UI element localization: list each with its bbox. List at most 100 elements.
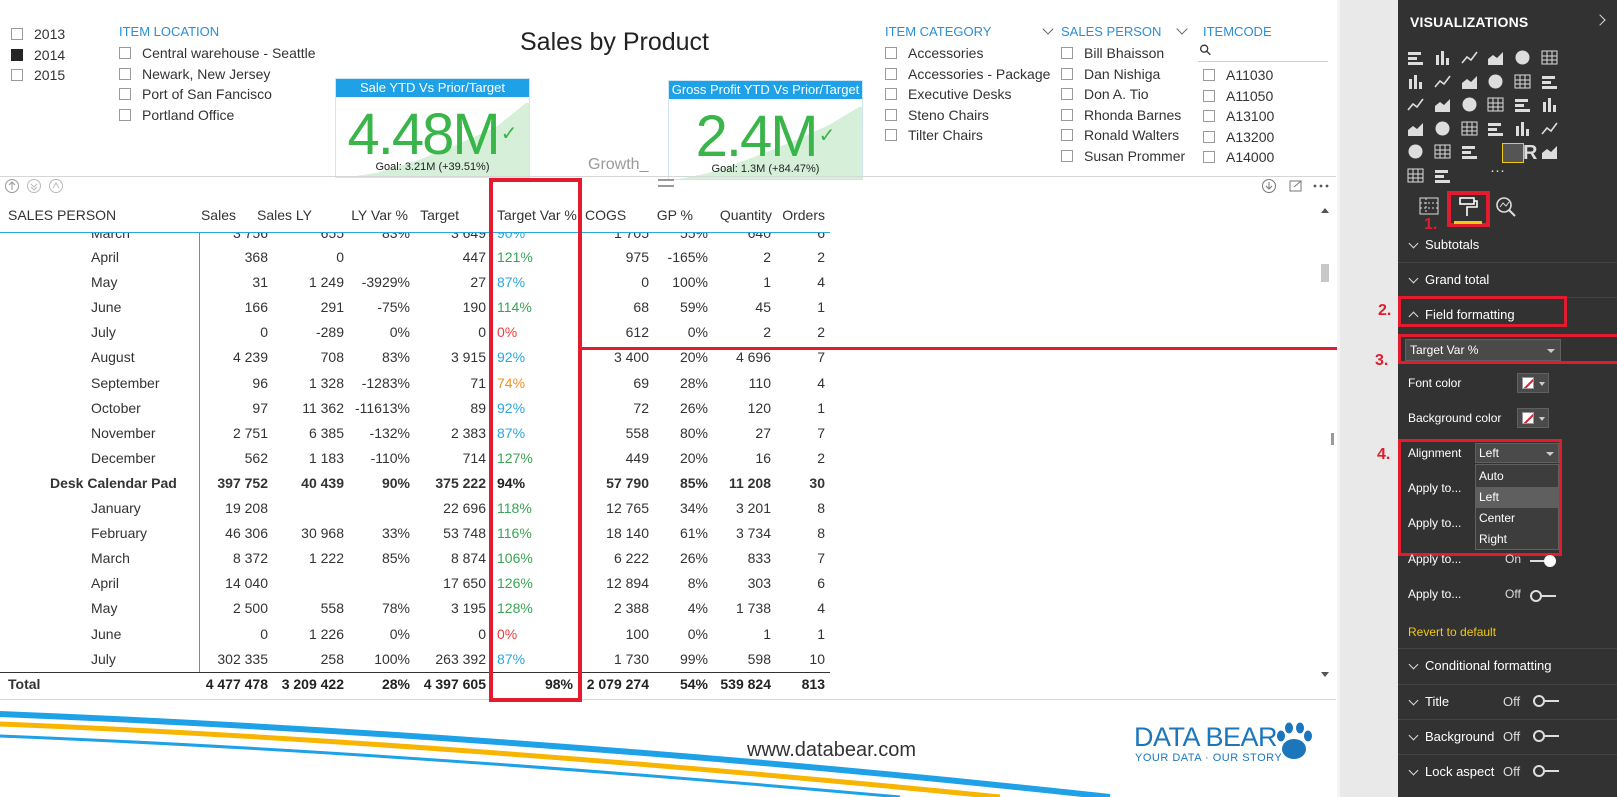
col-header-sales-ly[interactable]: Sales LY [257,207,312,223]
option-center[interactable]: Center [1479,511,1516,525]
year-2014-checkbox[interactable] [11,48,23,61]
line-stacked-column-icon[interactable] [1513,73,1532,90]
checkbox[interactable] [1061,88,1073,101]
stacked-column-icon[interactable] [1433,49,1452,66]
itemcode-item[interactable]: A11050 [1203,86,1274,107]
table-row[interactable]: September 96 1 328 -1283% 71 74% 69 28% 110 4 [0,371,860,396]
option-auto[interactable]: Auto [1479,469,1504,483]
option-left[interactable]: Left [1476,487,1560,508]
matrix-visual[interactable] [0,176,1336,700]
col-header-salesperson[interactable]: SALES PERSON [8,207,117,223]
section-lock-aspect[interactable]: Lock aspect Off [1398,755,1617,790]
map-icon[interactable] [1540,96,1559,113]
table-row[interactable]: May 31 1 249 -3929% 27 87% 0 100% 1 4 [0,270,860,295]
apply-to-toggle-off[interactable] [1530,590,1556,602]
lock-aspect-toggle[interactable] [1533,765,1559,777]
custom-visual-icon[interactable] [1433,167,1452,184]
drag-handle-icon[interactable] [658,179,674,187]
card-icon[interactable] [1513,120,1532,137]
salesperson-item[interactable]: Ronald Walters [1061,125,1185,146]
100-bar-icon[interactable] [1513,49,1532,66]
checkbox[interactable] [1203,130,1215,143]
year-2015[interactable]: 2015 [11,65,65,86]
background-toggle[interactable] [1533,730,1559,742]
checkbox[interactable] [119,108,131,121]
category-item[interactable]: Accessories [885,43,1050,64]
year-2015-checkbox[interactable] [11,69,23,82]
col-header-target-var[interactable]: Target Var % [497,207,577,223]
checkbox[interactable] [119,47,131,60]
gauge-icon[interactable] [1486,120,1505,137]
table-row[interactable]: June 0 1 226 0% 0 0% 100 0% 1 1 [0,622,860,647]
section-conditional-formatting[interactable]: Conditional formatting [1398,649,1617,684]
stacked-bar-icon[interactable] [1406,49,1425,66]
salesperson-item[interactable]: Bill Bhaisson [1061,43,1185,64]
col-header-gp[interactable]: GP % [656,207,693,223]
clustered-column-icon[interactable] [1486,49,1505,66]
category-item[interactable]: Accessories - Package [885,64,1050,85]
itemcode-search-input[interactable]: ⚲ [1196,40,1328,62]
salesperson-item[interactable]: Rhonda Barnes [1061,105,1185,126]
checkbox[interactable] [885,88,897,101]
kpi-icon[interactable] [1406,143,1425,160]
itemcode-item[interactable]: A11030 [1203,65,1274,86]
more-visuals-icon[interactable]: ··· [1490,162,1505,179]
table-row[interactable]: July 0 -289 0% 0 0% 612 0% 2 2 [0,320,860,345]
pie-chart-icon[interactable] [1460,96,1479,113]
year-2013-checkbox[interactable] [11,28,23,41]
funnel-icon[interactable] [1460,120,1479,137]
itemcode-item[interactable]: A14000 [1203,147,1274,168]
section-grand-total[interactable]: Grand total [1398,263,1617,298]
col-header-ly-var[interactable]: LY Var % [351,207,408,223]
slicer-icon[interactable] [1433,143,1452,160]
salesperson-item[interactable]: Dan Nishiga [1061,64,1185,85]
checkbox[interactable] [885,47,897,60]
checkbox[interactable] [1203,110,1215,123]
checkbox[interactable] [119,88,131,101]
section-subtotals[interactable]: Subtotals [1398,228,1617,263]
table-row[interactable]: Desk Calendar Pad 397 752 40 439 90% 375 222… [0,471,860,496]
scroll-up-icon[interactable] [1321,208,1329,213]
location-item[interactable]: Portland Office [119,105,316,126]
checkbox[interactable] [1061,47,1073,60]
year-2013[interactable]: 2013 [11,24,65,45]
scroll-thumb[interactable] [1321,264,1329,282]
category-item[interactable]: Executive Desks [885,84,1050,105]
total-row[interactable]: Total 4 477 478 3 209 422 28% 4 397 605 98% 2 … [0,672,860,697]
chevron-down-icon[interactable] [1176,23,1188,35]
section-title[interactable]: Title Off [1398,685,1617,720]
background-color-picker[interactable] [1517,408,1549,428]
itemcode-item[interactable]: A13100 [1203,106,1274,127]
checkbox[interactable] [1203,89,1215,102]
table-row[interactable]: March 8 372 1 222 85% 8 874 106% 6 222 26% 833 7 [0,546,860,571]
line-column-icon[interactable] [1486,73,1505,90]
checkbox[interactable] [1061,108,1073,121]
table-icon[interactable] [1460,143,1479,160]
category-item[interactable]: Tilter Chairs [885,125,1050,146]
table-row-partial[interactable]: March 3 756 655 83% 3 649 90% 1 705 55% 640 6 [91,233,825,241]
section-field-formatting[interactable]: Field formatting [1398,298,1617,333]
apply-to-toggle-on[interactable] [1530,555,1556,567]
checkbox[interactable] [1061,67,1073,80]
fields-tab-icon[interactable] [1418,196,1440,216]
table-row[interactable]: January 19 208 22 696 118% 12 765 34% 3 201 8 [0,496,860,521]
table-row[interactable]: April 368 0 447 121% 975 -165% 2 2 [0,245,860,270]
salesperson-item[interactable]: Don A. Tio [1061,84,1185,105]
collapse-pane-icon[interactable] [1594,14,1606,26]
scatter-icon[interactable] [1433,96,1452,113]
table-row[interactable]: July 302 335 258 100% 263 392 87% 1 730 99% 598 1… [0,647,860,672]
scroll-down-icon[interactable] [1321,672,1329,677]
salesperson-item[interactable]: Susan Prommer [1061,146,1185,167]
globe-icon[interactable] [1540,143,1559,160]
filled-map-icon[interactable] [1406,120,1425,137]
waterfall-icon[interactable] [1406,96,1425,113]
treemap-icon[interactable] [1513,96,1532,113]
category-item[interactable]: Steno Chairs [885,105,1050,126]
chevron-down-icon[interactable] [1042,23,1054,35]
footer-url[interactable]: www.databear.com [747,739,916,761]
table-row[interactable]: February 46 306 30 968 33% 53 748 116% 18 140 6… [0,521,860,546]
matrix-visual-icon-selected[interactable] [1502,143,1524,163]
col-header-sales[interactable]: Sales [200,207,236,223]
donut-icon[interactable] [1486,96,1505,113]
table-row[interactable]: May 2 500 558 78% 3 195 128% 2 388 4% 1 738 4 [0,596,860,621]
